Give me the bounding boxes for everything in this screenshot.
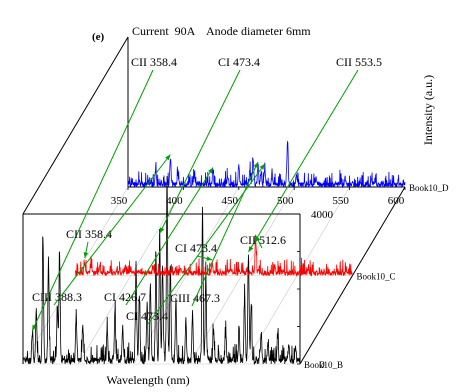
x-tick-label: 600 [388, 195, 405, 207]
peak-annotation-label: CII 358.4 [131, 55, 177, 69]
peak-annotation-label: CI 426.7 [104, 290, 146, 304]
x-axis-label: Wavelength (nm) [106, 373, 189, 387]
peak-annotation-label: CIII 388.3 [32, 290, 82, 304]
x-tick-label: 400 [166, 195, 183, 207]
x-tick-label: 450 [222, 195, 239, 207]
peak-annotation-arrow [248, 69, 359, 253]
peak-annotation-label: CII 553.5 [336, 55, 382, 69]
peak-annotation-arrowhead [206, 256, 213, 261]
series-line-Book10_D [127, 140, 406, 189]
x-tick-label: 350 [111, 195, 128, 207]
x-tick-label: 550 [332, 195, 349, 207]
peak-annotation-arrowhead [83, 252, 89, 258]
peak-annotation-label: CIII 467.3 [170, 291, 220, 305]
top-left-edge [22, 36, 129, 215]
peak-annotation-arrowhead [165, 154, 171, 161]
tick-layer: 0 4000 350 400 450 500 550 600 Book10_B Book10_C B… [111, 183, 449, 371]
peak-annotation-arrowhead [255, 235, 261, 242]
peak-annotation-arrowhead [32, 324, 37, 331]
peak-annotation-label: CI 473.4 [175, 241, 217, 255]
peak-annotation-arrow [191, 161, 259, 307]
peak-annotation-arrow [31, 69, 154, 331]
peak-annotation-label: CII 358.4 [66, 227, 112, 241]
peak-annotation-arrow [53, 154, 171, 306]
depth-axis-line [299, 186, 406, 365]
peak-annotation-arrowhead [159, 227, 165, 234]
peak-annotation-label: CII 512.6 [240, 233, 286, 247]
z-axis-label: Intensity (a.u.) [421, 75, 435, 145]
peak-annotation-label: CI 473.4 [218, 55, 260, 69]
peak-annotation-arrowhead [208, 167, 213, 174]
series-label-Book10_B: Book10_B [304, 360, 343, 370]
peak-annotation-arrow [159, 69, 241, 234]
series-label-Book10_C: Book10_C [357, 272, 396, 282]
frame-layer [22, 36, 406, 365]
z-tick-label: 4000 [311, 209, 334, 221]
peak-annotation-arrowhead [248, 246, 254, 252]
peak-annotation-label: CI 473.4 [126, 309, 168, 323]
peak-annotation-arrowhead [259, 163, 265, 170]
x-tick-label: 500 [277, 195, 294, 207]
series-line-Book10_B [22, 175, 301, 365]
series-layer [22, 140, 406, 365]
peak-annotation-arrow [125, 167, 214, 306]
z-tick-label: 0 [319, 359, 325, 371]
peak-annotation-arrowhead [253, 161, 258, 168]
condition-text: Current 90A Anode diameter 6mm [132, 24, 311, 38]
series-label-Book10_D: Book10_D [409, 183, 449, 193]
annotation-layer: CII 358.4 CI 473.4 CII 553.5 CII 358.4 CI 47… [31, 55, 382, 331]
series-line-Book10_C [75, 234, 353, 277]
panel-label: (e) [92, 31, 105, 43]
